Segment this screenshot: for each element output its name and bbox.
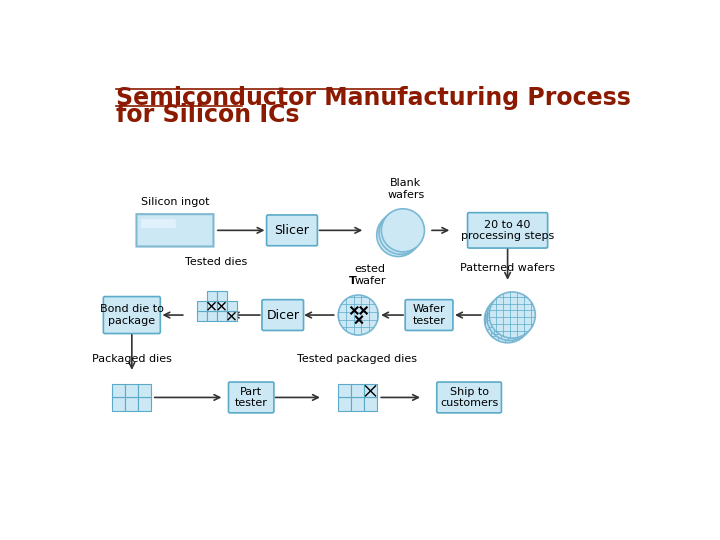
Text: Ship to
customers: Ship to customers xyxy=(440,387,498,408)
Bar xyxy=(351,384,364,397)
Text: Patterned wafers: Patterned wafers xyxy=(460,264,555,273)
Bar xyxy=(197,301,207,311)
FancyBboxPatch shape xyxy=(262,300,304,330)
FancyBboxPatch shape xyxy=(266,215,318,246)
Text: Packaged dies: Packaged dies xyxy=(92,354,172,363)
Bar xyxy=(138,397,151,410)
Bar xyxy=(227,311,237,321)
Bar xyxy=(217,311,227,321)
Bar xyxy=(112,384,125,397)
Circle shape xyxy=(379,211,422,254)
Bar xyxy=(217,301,227,311)
Bar xyxy=(207,301,217,311)
Circle shape xyxy=(489,292,536,338)
Bar xyxy=(351,397,364,410)
Bar xyxy=(338,397,351,410)
Text: Tested dies: Tested dies xyxy=(186,258,248,267)
Text: Wafer
tester: Wafer tester xyxy=(413,304,446,326)
Circle shape xyxy=(338,295,378,335)
Bar xyxy=(217,291,227,301)
FancyBboxPatch shape xyxy=(228,382,274,413)
Circle shape xyxy=(377,213,420,256)
Bar xyxy=(207,291,217,301)
FancyBboxPatch shape xyxy=(405,300,453,330)
Text: Semiconductor Manufacturing Process: Semiconductor Manufacturing Process xyxy=(117,86,631,110)
Bar xyxy=(338,384,351,397)
Bar xyxy=(112,397,125,410)
Circle shape xyxy=(485,296,531,343)
Circle shape xyxy=(487,294,533,340)
Text: Bond die to
package: Bond die to package xyxy=(100,304,163,326)
FancyBboxPatch shape xyxy=(104,296,161,334)
Text: for Silicon ICs: for Silicon ICs xyxy=(117,103,300,127)
Circle shape xyxy=(382,209,425,252)
Text: 20 to 40
processing steps: 20 to 40 processing steps xyxy=(461,220,554,241)
FancyBboxPatch shape xyxy=(141,219,176,228)
Text: ested
wafer: ested wafer xyxy=(354,264,386,286)
Bar xyxy=(227,301,237,311)
Text: Part
tester: Part tester xyxy=(235,387,268,408)
Text: Slicer: Slicer xyxy=(274,224,310,237)
FancyBboxPatch shape xyxy=(467,213,548,248)
Text: Tested packaged dies: Tested packaged dies xyxy=(297,354,418,363)
Bar xyxy=(364,384,377,397)
Text: T: T xyxy=(349,276,356,286)
Text: Dicer: Dicer xyxy=(266,308,300,321)
FancyBboxPatch shape xyxy=(437,382,501,413)
Text: Blank
wafers: Blank wafers xyxy=(387,178,425,200)
Text: Silicon ingot: Silicon ingot xyxy=(140,197,210,207)
Bar xyxy=(207,311,217,321)
Bar xyxy=(138,384,151,397)
Bar xyxy=(197,311,207,321)
Bar xyxy=(125,384,138,397)
Bar xyxy=(125,397,138,410)
FancyBboxPatch shape xyxy=(137,214,213,247)
Bar xyxy=(364,397,377,410)
